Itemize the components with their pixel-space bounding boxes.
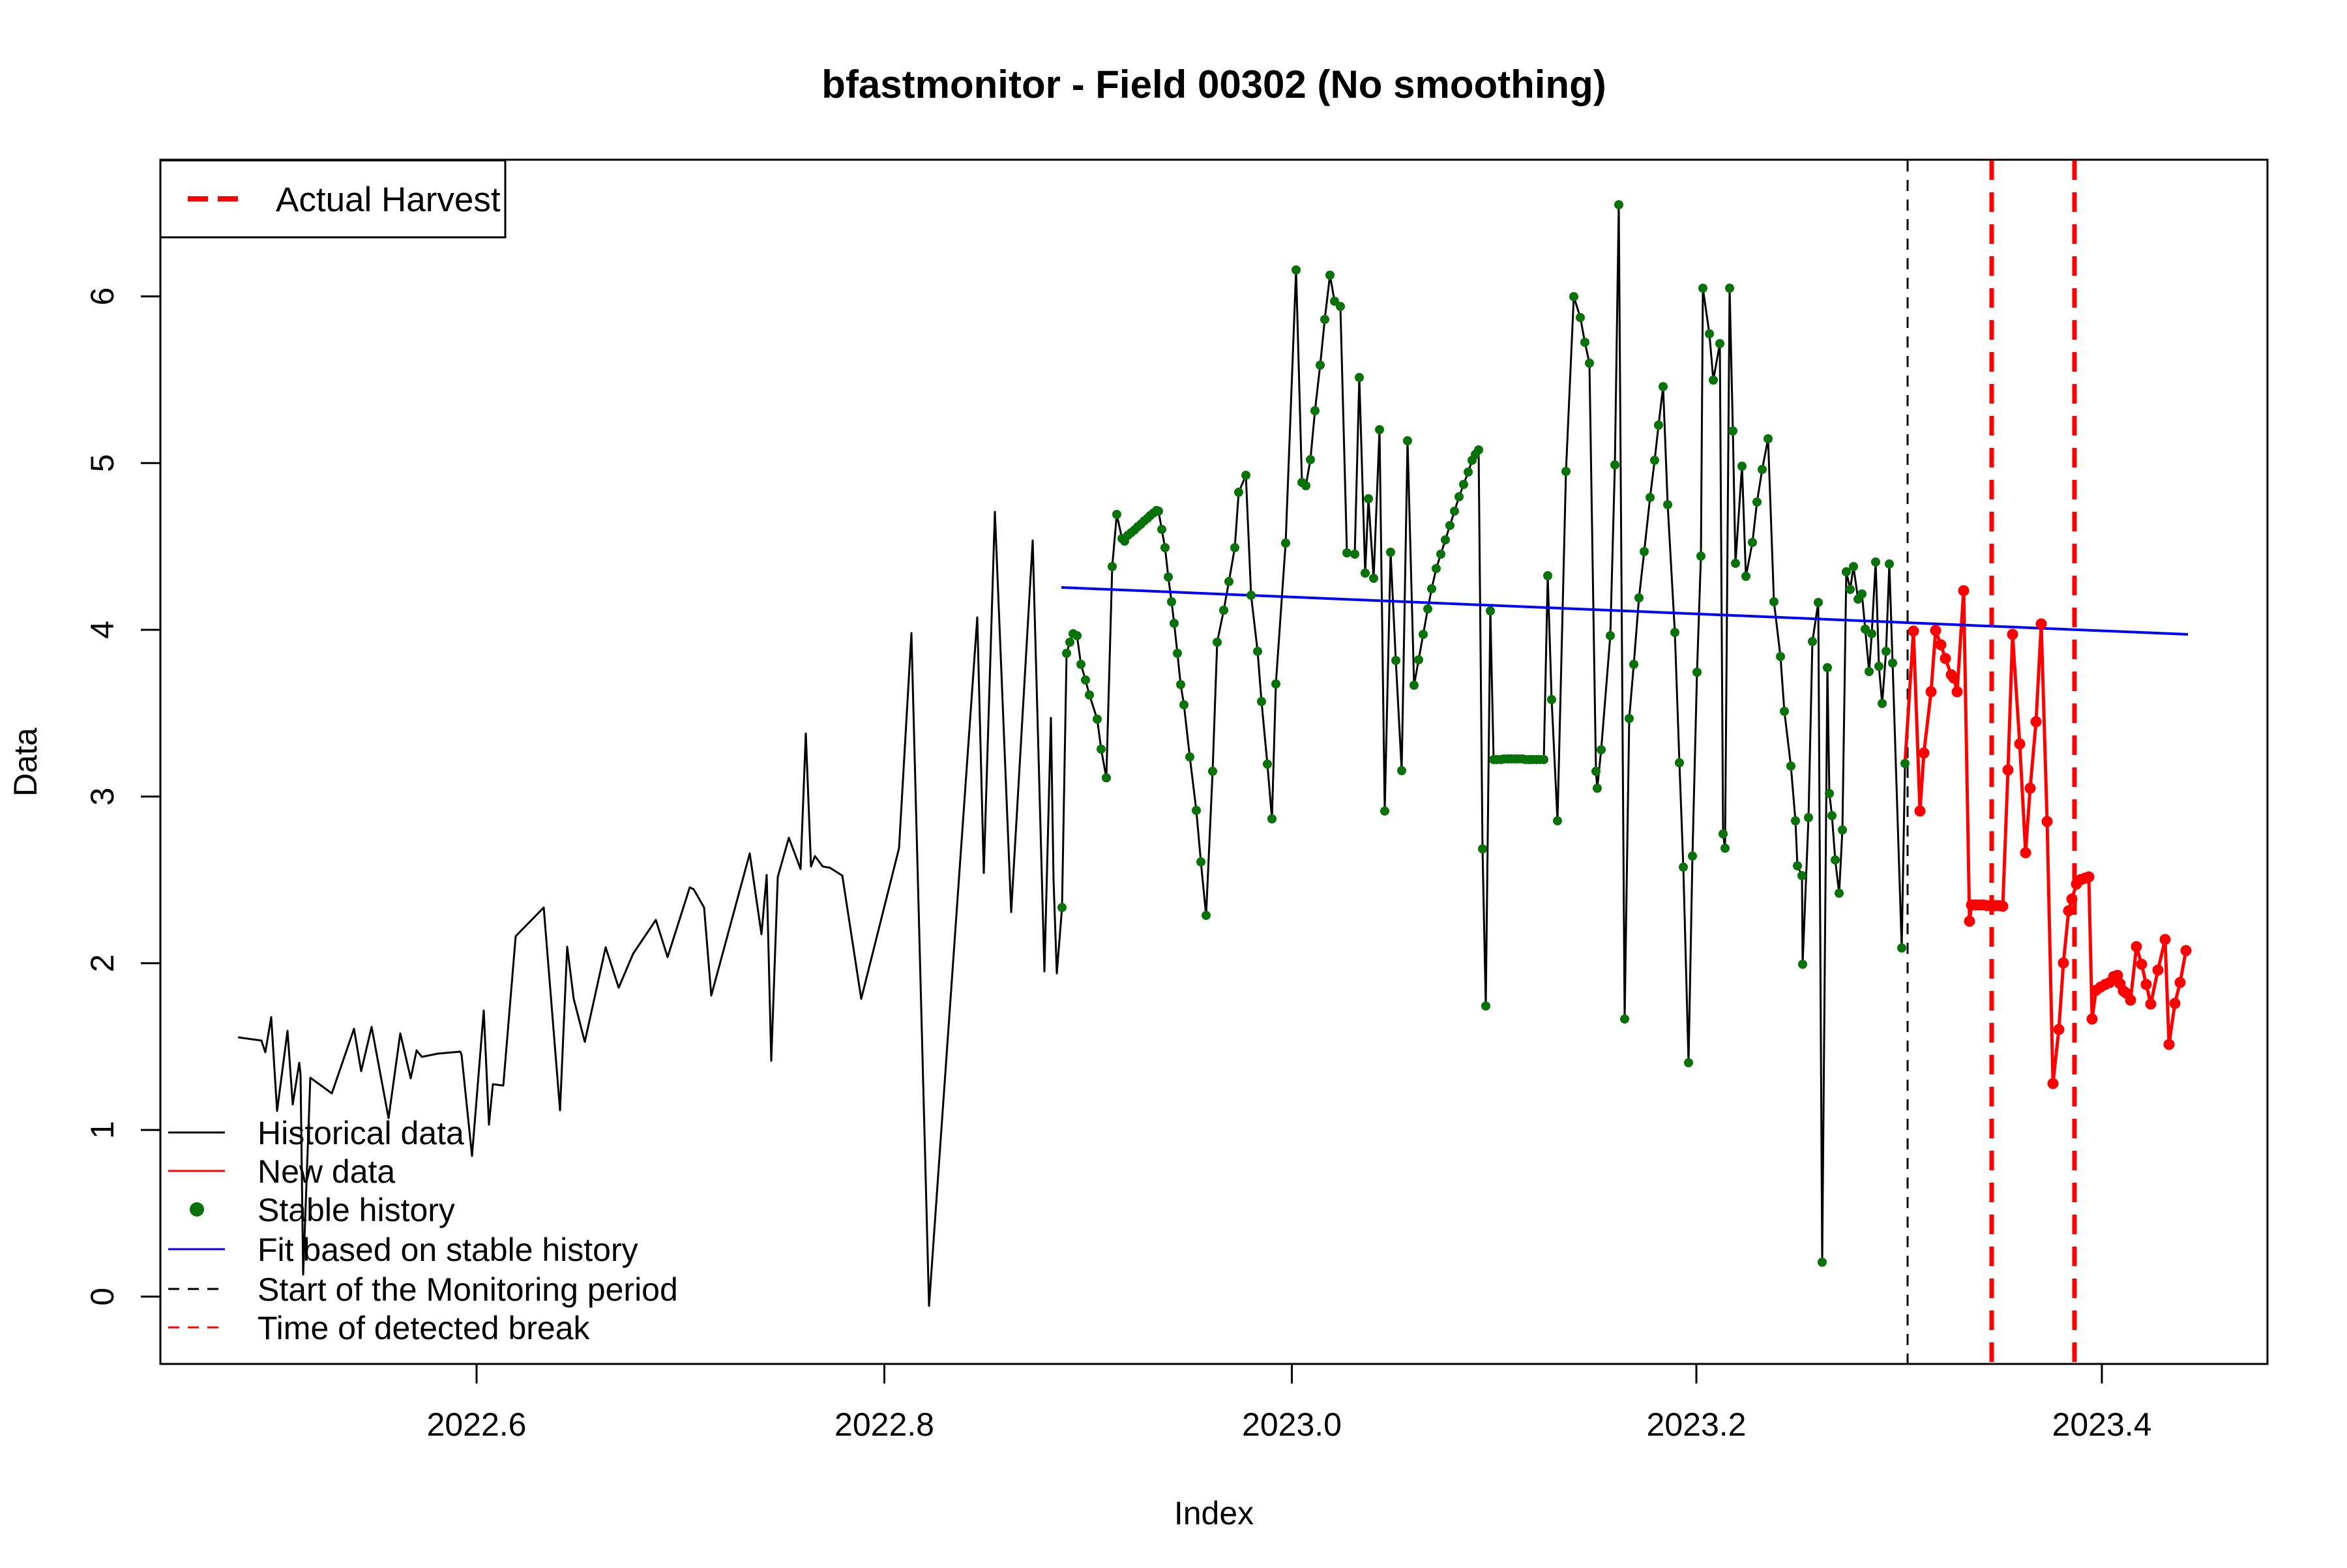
svg-text:New data: New data [258, 1153, 395, 1190]
svg-text:2022.8: 2022.8 [834, 1406, 934, 1443]
svg-text:2023.2: 2023.2 [1647, 1406, 1747, 1443]
svg-text:2022.6: 2022.6 [427, 1406, 527, 1443]
svg-text:Start of the Monitoring period: Start of the Monitoring period [258, 1271, 678, 1308]
svg-text:1: 1 [84, 1121, 121, 1139]
svg-text:2: 2 [84, 954, 121, 972]
svg-text:6: 6 [84, 288, 121, 306]
svg-text:Data: Data [7, 728, 44, 797]
svg-text:Actual Harvest: Actual Harvest [276, 181, 501, 219]
svg-text:bfastmonitor - Field 00302 (No: bfastmonitor - Field 00302 (No smoothing… [821, 63, 1606, 106]
svg-text:Index: Index [1174, 1495, 1254, 1531]
svg-text:2023.0: 2023.0 [1242, 1406, 1342, 1443]
svg-text:Historical data: Historical data [258, 1115, 464, 1151]
svg-text:4: 4 [84, 621, 121, 639]
svg-text:2023.4: 2023.4 [2052, 1406, 2152, 1443]
svg-text:Time of detected break: Time of detected break [258, 1310, 591, 1346]
svg-text:3: 3 [84, 788, 121, 806]
svg-text:5: 5 [84, 454, 121, 472]
svg-text:0: 0 [84, 1288, 121, 1306]
svg-text:Stable history: Stable history [258, 1192, 455, 1228]
svg-text:Fit based on stable history: Fit based on stable history [258, 1232, 638, 1268]
